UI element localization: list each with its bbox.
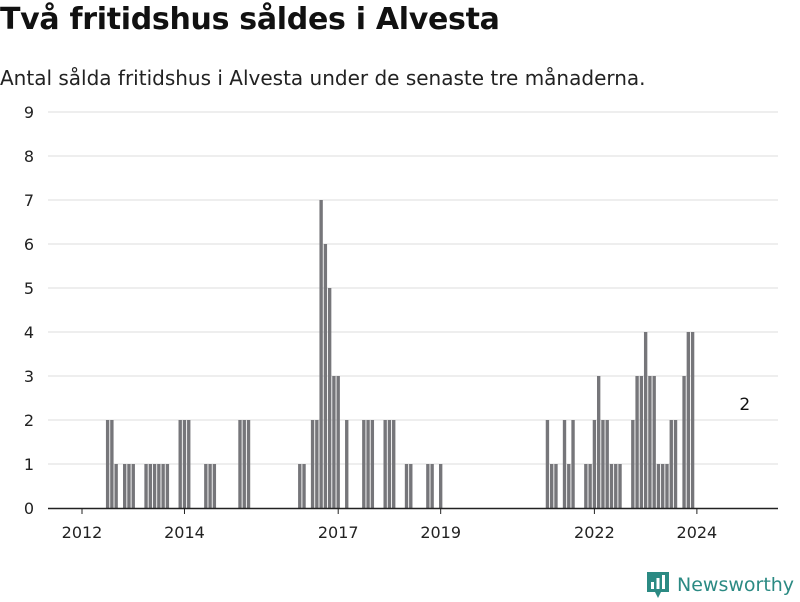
bar — [639, 376, 644, 508]
bar — [127, 464, 131, 508]
y-tick-label: 7 — [24, 191, 34, 210]
bar — [204, 464, 208, 508]
bar — [327, 288, 332, 508]
bar — [114, 464, 118, 508]
x-tick-label: 2022 — [574, 523, 615, 542]
bar — [656, 464, 661, 508]
bar-series — [105, 200, 695, 508]
x-tick-label: 2012 — [62, 523, 103, 542]
bar — [370, 420, 375, 508]
bar — [404, 464, 409, 508]
bar — [596, 376, 601, 508]
bar — [302, 464, 306, 508]
x-tick-label: 2019 — [420, 523, 461, 542]
y-tick-label: 6 — [24, 235, 34, 254]
chart-title: Två fritidshus såldes i Alvesta — [0, 2, 500, 37]
bar — [545, 420, 550, 508]
newsworthy-brand[interactable]: Newsworthy — [645, 568, 794, 602]
bar — [366, 420, 370, 508]
bar — [110, 420, 114, 508]
bar — [161, 464, 165, 508]
bar — [148, 464, 152, 508]
bar — [144, 464, 148, 508]
bar — [571, 420, 575, 508]
bar — [618, 464, 622, 508]
bar — [387, 420, 392, 508]
bar — [310, 420, 315, 508]
brand-name: Newsworthy — [677, 574, 795, 596]
y-axis-tick-labels: 0 1 2 3 4 5 6 7 8 9 — [24, 103, 34, 518]
bar — [345, 420, 349, 508]
bar — [392, 420, 396, 508]
bar — [426, 464, 430, 508]
bar — [123, 464, 127, 508]
bar — [131, 464, 135, 508]
x-tick-label: 2017 — [318, 523, 359, 542]
x-tick-label: 2024 — [677, 523, 718, 542]
y-tick-label: 8 — [24, 147, 34, 166]
bar — [652, 376, 656, 508]
bar — [690, 332, 695, 508]
gridlines — [48, 111, 778, 465]
y-tick-label: 4 — [24, 323, 34, 342]
bar — [631, 420, 635, 508]
y-tick-label: 2 — [24, 411, 34, 430]
bar — [208, 464, 212, 508]
bar — [409, 464, 413, 508]
bar — [212, 464, 217, 508]
bar — [661, 464, 665, 508]
bar — [298, 464, 302, 508]
y-tick-label: 5 — [24, 279, 34, 298]
bar — [648, 376, 652, 508]
bar — [362, 420, 366, 508]
bar — [238, 420, 242, 508]
y-tick-label: 0 — [24, 499, 34, 518]
bar — [323, 244, 328, 508]
bar — [554, 464, 558, 508]
bar — [669, 420, 673, 508]
newsworthy-logo-icon — [647, 572, 669, 598]
bar — [242, 420, 246, 508]
bar — [383, 420, 387, 508]
bar — [665, 464, 669, 508]
bar — [182, 420, 187, 508]
y-tick-label: 3 — [24, 367, 34, 386]
highlight-data-label: 2 — [739, 395, 750, 415]
bar — [165, 464, 170, 508]
bar — [605, 420, 609, 508]
bar — [157, 464, 161, 508]
bar — [336, 376, 340, 508]
data-labels: 2 — [739, 395, 750, 415]
bar — [319, 200, 323, 508]
bar — [178, 420, 182, 508]
bar — [105, 420, 110, 508]
x-axis-ticks: 2012 2014 2017 2019 2022 2024 — [62, 508, 718, 542]
bar — [584, 464, 588, 508]
y-tick-label: 1 — [24, 455, 34, 474]
bar — [601, 420, 605, 508]
bar — [682, 376, 686, 508]
bar — [315, 420, 319, 508]
bar — [614, 464, 618, 508]
bar — [635, 376, 639, 508]
bar — [643, 332, 648, 508]
bar — [430, 464, 434, 508]
bar — [332, 376, 336, 508]
bar — [567, 464, 571, 508]
bar — [686, 332, 691, 508]
chart-subtitle: Antal sålda fritidshus i Alvesta under d… — [0, 66, 646, 90]
bar — [588, 464, 592, 508]
bar — [246, 420, 251, 508]
y-tick-label: 9 — [24, 103, 34, 122]
bar — [562, 420, 567, 508]
bar — [152, 464, 157, 508]
x-tick-label: 2014 — [164, 523, 205, 542]
bar — [592, 420, 597, 508]
bar — [550, 464, 554, 508]
bar — [673, 420, 678, 508]
bar — [187, 420, 191, 508]
bar — [609, 464, 614, 508]
bar — [438, 464, 443, 508]
